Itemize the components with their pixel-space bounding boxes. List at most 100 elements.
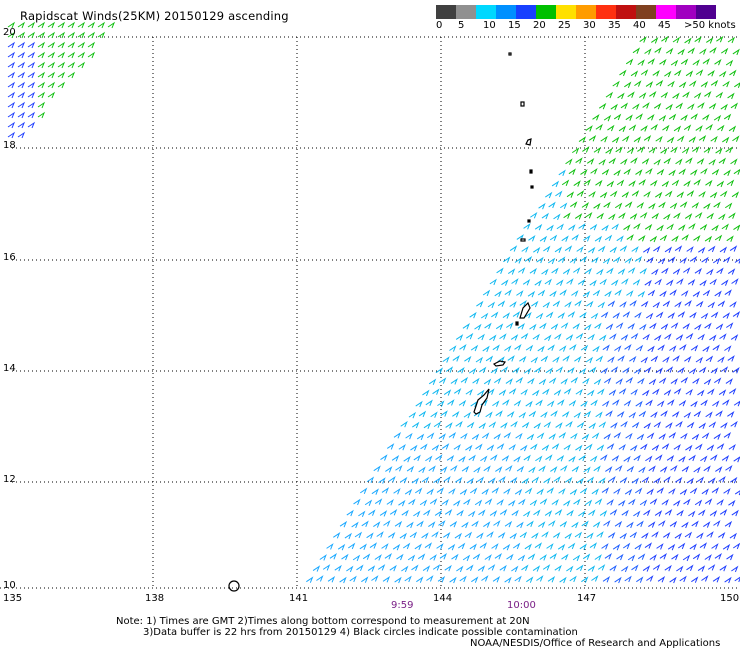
wind-barb — [725, 378, 733, 385]
wind-barb — [57, 21, 66, 29]
wind-barb — [727, 355, 735, 362]
wind-barb — [625, 432, 633, 440]
wind-barb — [645, 81, 654, 88]
wind-barb — [635, 113, 643, 120]
wind-barb — [723, 487, 731, 495]
wind-barb — [559, 576, 567, 584]
wind-barb — [578, 367, 587, 375]
wind-barb — [555, 366, 564, 373]
wind-barb — [722, 399, 730, 406]
wind-barb — [603, 520, 611, 527]
wind-barb — [722, 312, 731, 319]
wind-barb — [678, 399, 687, 407]
wind-barb — [364, 499, 373, 506]
wind-barb — [694, 323, 702, 331]
wind-barb — [638, 410, 647, 418]
wind-barb — [477, 565, 486, 572]
wind-barb — [474, 499, 483, 506]
wind-barb — [732, 311, 740, 318]
wind-barb — [562, 411, 570, 418]
wind-barb — [17, 51, 26, 59]
wind-barb — [701, 256, 709, 264]
wind-barb — [717, 356, 725, 363]
wind-barb — [492, 575, 501, 583]
wind-barb — [533, 422, 541, 430]
wind-barb — [707, 70, 715, 77]
wind-barb — [722, 543, 731, 551]
wind-barb — [353, 498, 361, 506]
wind-barb — [562, 355, 570, 362]
wind-barb — [541, 444, 550, 451]
wind-barb — [604, 552, 612, 560]
wind-barb — [525, 344, 534, 352]
wind-barb — [563, 443, 571, 451]
wind-barb — [680, 432, 688, 440]
wind-barb — [622, 542, 631, 550]
wind-barb — [614, 520, 623, 528]
wind-barb — [608, 389, 617, 396]
wind-barb — [394, 576, 402, 584]
wind-barb — [629, 213, 638, 220]
wind-barb — [701, 575, 709, 582]
wind-barb — [731, 565, 739, 573]
wind-barb — [709, 510, 718, 517]
wind-barb — [575, 388, 583, 396]
wind-barb — [503, 487, 511, 495]
wind-barb — [528, 234, 536, 242]
wind-barb — [586, 158, 595, 165]
wind-barb — [527, 377, 535, 385]
wind-barb — [638, 234, 646, 242]
wind-barb — [512, 542, 521, 550]
wind-barb — [492, 344, 500, 351]
note-line: 3)Data buffer is 22 hrs from 20150129 4)… — [143, 627, 578, 638]
wind-barb — [406, 521, 414, 529]
wind-barb — [673, 443, 681, 451]
wind-barb — [393, 487, 401, 495]
wind-barb — [718, 531, 726, 539]
wind-barb — [27, 41, 36, 49]
lon-label: 144 — [433, 593, 453, 604]
wind-barb — [576, 190, 585, 197]
wind-barb — [649, 322, 657, 330]
wind-barb — [654, 46, 662, 54]
wind-barb — [724, 345, 732, 352]
wind-barb — [598, 421, 607, 428]
wind-barb — [573, 180, 581, 187]
wind-barb — [641, 300, 649, 308]
wind-barb — [27, 81, 36, 89]
wind-barb — [714, 552, 722, 560]
wind-barb — [651, 268, 659, 276]
wind-barb — [726, 322, 734, 329]
wind-barb — [415, 487, 423, 495]
wind-barb — [722, 80, 730, 88]
wind-barb — [707, 564, 716, 571]
wind-barb — [361, 576, 369, 583]
wind-barb — [553, 476, 561, 483]
wind-barb — [486, 531, 494, 538]
wind-barb — [430, 411, 438, 418]
wind-barb — [469, 543, 477, 550]
wind-barb — [418, 466, 426, 474]
wind-barb — [677, 542, 686, 550]
wind-barb — [510, 476, 518, 484]
wind-barb — [525, 487, 533, 495]
wind-barb — [568, 399, 577, 407]
wind-barb — [673, 499, 681, 507]
colorbar-swatch — [516, 5, 536, 19]
wind-barb — [593, 146, 602, 154]
wind-barb — [416, 520, 424, 527]
wind-barb — [665, 47, 674, 55]
wind-barb — [672, 355, 680, 362]
wind-barb — [465, 388, 473, 396]
wind-barb — [716, 267, 724, 274]
wind-barb — [599, 334, 607, 341]
wind-barb — [539, 554, 547, 561]
wind-barb — [438, 520, 446, 527]
wind-barb — [658, 114, 667, 122]
wind-barb — [437, 400, 445, 407]
wind-barb — [587, 333, 595, 341]
wind-barb — [359, 543, 367, 550]
wind-barb — [705, 355, 714, 363]
wind-barb — [684, 355, 692, 363]
wind-barb — [598, 245, 606, 253]
